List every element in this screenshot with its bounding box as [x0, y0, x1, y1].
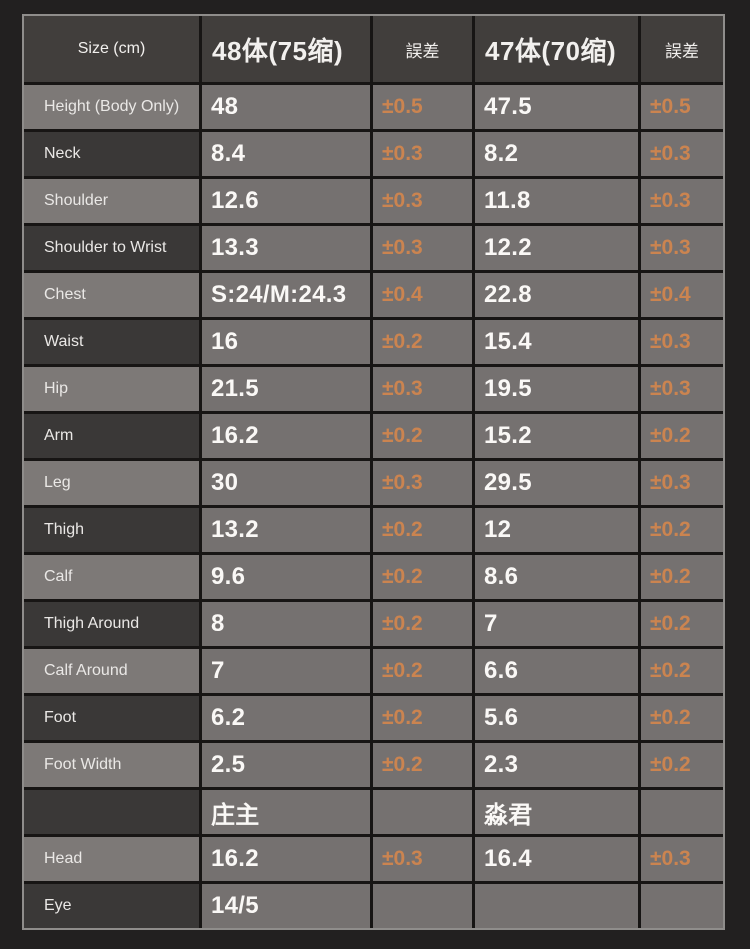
row-label: Hip — [24, 367, 199, 411]
size-48-tolerance: ±0.2 — [373, 555, 472, 599]
size-47-value: 15.2 — [475, 414, 638, 458]
row-label: Eye — [24, 884, 199, 928]
size-47-value: 15.4 — [475, 320, 638, 364]
size-48-value: 16.2 — [202, 837, 370, 881]
size-47-tolerance: ±0.2 — [641, 743, 723, 787]
row-label: Neck — [24, 132, 199, 176]
size-47-tolerance: ±0.4 — [641, 273, 723, 317]
row-label: Thigh — [24, 508, 199, 552]
row-label: Waist — [24, 320, 199, 364]
row-label: Head — [24, 837, 199, 881]
size-47-tolerance: ±0.3 — [641, 461, 723, 505]
size-48-value: 48 — [202, 85, 370, 129]
row-label: Thigh Around — [24, 602, 199, 646]
size-47-value: 22.8 — [475, 273, 638, 317]
size-47-tolerance — [641, 884, 723, 928]
size-47-value: 8.6 — [475, 555, 638, 599]
size-47-tolerance: ±0.3 — [641, 367, 723, 411]
size-48-value: 9.6 — [202, 555, 370, 599]
column-header-size-cm: Size (cm) — [24, 16, 199, 82]
size-48-tolerance: ±0.2 — [373, 320, 472, 364]
row-label: Height (Body Only) — [24, 85, 199, 129]
size-47-tolerance: ±0.2 — [641, 414, 723, 458]
size-47-value: 11.8 — [475, 179, 638, 223]
size-47-value: 19.5 — [475, 367, 638, 411]
row-label: Foot Width — [24, 743, 199, 787]
size-47-value: 淼君 — [475, 790, 638, 834]
column-header-size-48: 48体(75缩) — [202, 16, 370, 82]
size-47-value: 2.3 — [475, 743, 638, 787]
column-header-tolerance-2: 誤差 — [641, 16, 723, 82]
size-48-value: 庄主 — [202, 790, 370, 834]
size-48-value: 16.2 — [202, 414, 370, 458]
row-label: Calf — [24, 555, 199, 599]
size-48-value: 8 — [202, 602, 370, 646]
row-label: Shoulder to Wrist — [24, 226, 199, 270]
row-label: Leg — [24, 461, 199, 505]
size-48-value: 7 — [202, 649, 370, 693]
size-47-tolerance: ±0.5 — [641, 85, 723, 129]
size-48-tolerance: ±0.2 — [373, 743, 472, 787]
size-48-tolerance: ±0.2 — [373, 649, 472, 693]
size-47-tolerance: ±0.2 — [641, 602, 723, 646]
size-47-tolerance: ±0.3 — [641, 320, 723, 364]
size-48-tolerance: ±0.2 — [373, 414, 472, 458]
size-47-tolerance: ±0.2 — [641, 696, 723, 740]
size-48-tolerance — [373, 884, 472, 928]
size-47-tolerance: ±0.3 — [641, 226, 723, 270]
row-label: Foot — [24, 696, 199, 740]
size-48-value: 14/5 — [202, 884, 370, 928]
size-48-tolerance: ±0.3 — [373, 461, 472, 505]
size-48-value: 13.3 — [202, 226, 370, 270]
size-48-tolerance: ±0.2 — [373, 508, 472, 552]
size-48-tolerance: ±0.4 — [373, 273, 472, 317]
size-48-tolerance: ±0.2 — [373, 696, 472, 740]
size-47-value: 47.5 — [475, 85, 638, 129]
size-47-tolerance: ±0.3 — [641, 179, 723, 223]
size-47-tolerance: ±0.3 — [641, 132, 723, 176]
size-48-tolerance — [373, 790, 472, 834]
size-47-tolerance: ±0.3 — [641, 837, 723, 881]
size-48-tolerance: ±0.5 — [373, 85, 472, 129]
size-48-value: 16 — [202, 320, 370, 364]
size-48-value: 2.5 — [202, 743, 370, 787]
size-48-tolerance: ±0.2 — [373, 602, 472, 646]
size-47-value: 16.4 — [475, 837, 638, 881]
size-48-value: 30 — [202, 461, 370, 505]
row-label: Shoulder — [24, 179, 199, 223]
size-48-tolerance: ±0.3 — [373, 179, 472, 223]
size-47-value — [475, 884, 638, 928]
size-48-tolerance: ±0.3 — [373, 367, 472, 411]
size-48-tolerance: ±0.3 — [373, 132, 472, 176]
size-47-value: 6.6 — [475, 649, 638, 693]
size-48-value: 6.2 — [202, 696, 370, 740]
size-47-value: 29.5 — [475, 461, 638, 505]
size-47-tolerance — [641, 790, 723, 834]
size-47-tolerance: ±0.2 — [641, 508, 723, 552]
size-47-value: 8.2 — [475, 132, 638, 176]
size-47-value: 7 — [475, 602, 638, 646]
row-label: Calf Around — [24, 649, 199, 693]
size-48-value: 12.6 — [202, 179, 370, 223]
size-48-value: 13.2 — [202, 508, 370, 552]
size-47-tolerance: ±0.2 — [641, 555, 723, 599]
size-48-value: 21.5 — [202, 367, 370, 411]
size-47-value: 12 — [475, 508, 638, 552]
size-47-value: 12.2 — [475, 226, 638, 270]
column-header-size-47: 47体(70缩) — [475, 16, 638, 82]
size-48-tolerance: ±0.3 — [373, 226, 472, 270]
size-chart-table: Size (cm) 48体(75缩) 誤差 47体(70缩) 誤差 Height… — [22, 14, 725, 930]
size-48-value: 8.4 — [202, 132, 370, 176]
row-label — [24, 790, 199, 834]
row-label: Chest — [24, 273, 199, 317]
size-48-value: S:24/M:24.3 — [202, 273, 370, 317]
size-47-tolerance: ±0.2 — [641, 649, 723, 693]
size-47-value: 5.6 — [475, 696, 638, 740]
size-48-tolerance: ±0.3 — [373, 837, 472, 881]
column-header-tolerance-1: 誤差 — [373, 16, 472, 82]
row-label: Arm — [24, 414, 199, 458]
